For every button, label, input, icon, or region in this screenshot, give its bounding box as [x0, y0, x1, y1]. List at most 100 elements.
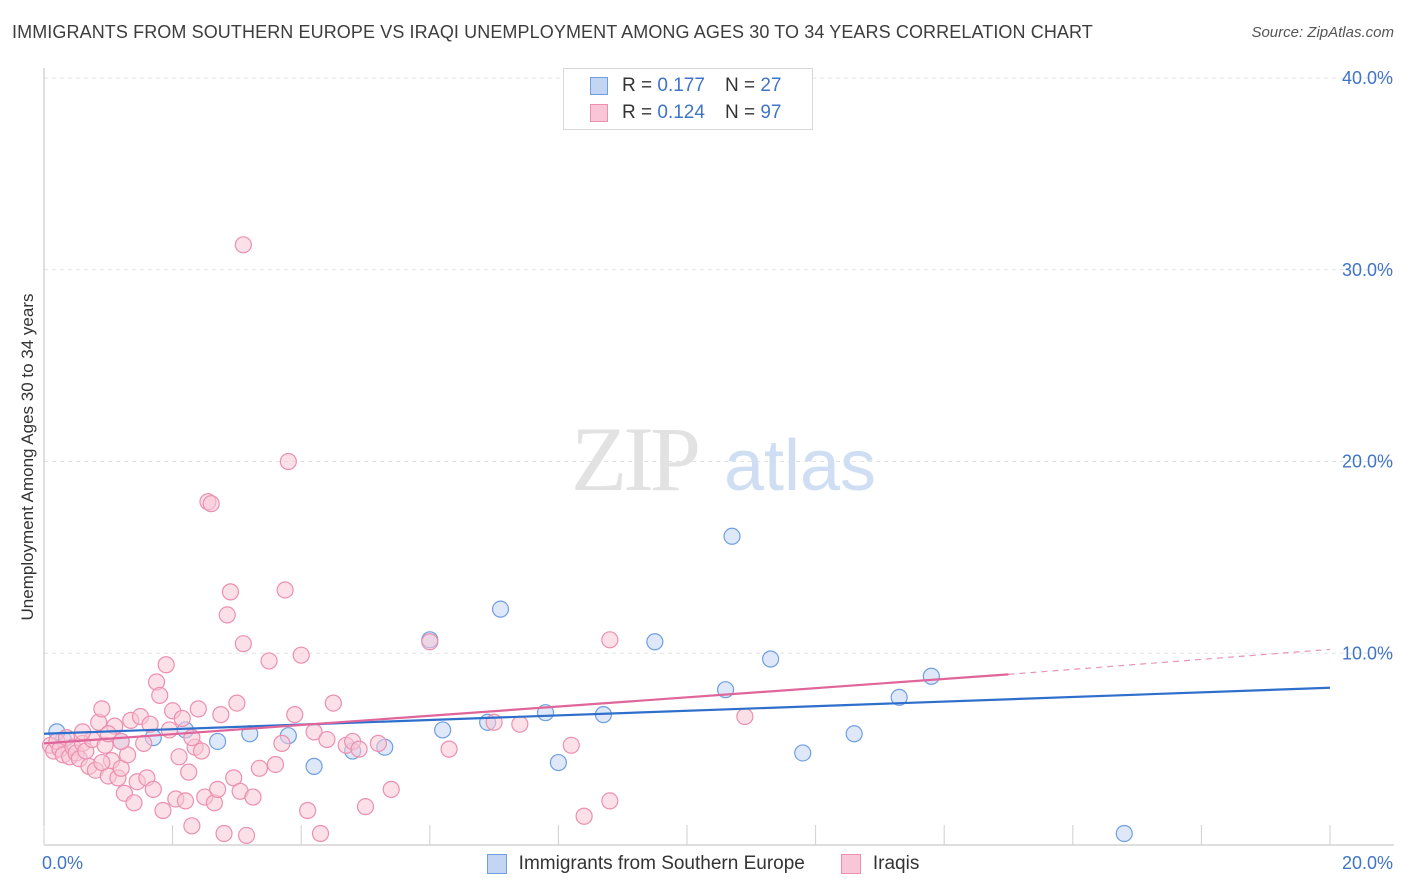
watermark: ZIP atlas — [571, 408, 876, 510]
trend-lines — [43, 648, 1331, 745]
data-point — [299, 801, 317, 820]
data-point — [93, 753, 111, 772]
data-point — [318, 730, 336, 749]
data-point — [646, 633, 664, 651]
trend-line-extension-1 — [1008, 648, 1331, 675]
data-point — [141, 715, 159, 733]
data-point — [209, 780, 227, 798]
data-point — [311, 824, 330, 843]
legend-r-value: 0.177 — [657, 75, 705, 96]
chart-title: IMMIGRANTS FROM SOUTHERN EUROPE VS IRAQI… — [12, 22, 1093, 42]
data-point — [350, 740, 368, 758]
data-point — [382, 780, 400, 798]
data-point — [601, 792, 619, 810]
trend-line-1 — [43, 673, 1009, 745]
data-point — [144, 780, 162, 798]
data-point — [176, 792, 195, 810]
data-point — [215, 824, 233, 843]
legend-swatch-blue — [486, 854, 507, 874]
data-point — [324, 694, 342, 712]
y-tick-label: 20.0% — [1342, 452, 1393, 472]
correlation-legend: R = 0.177 N = 27 R = 0.124 N = 97 — [563, 68, 813, 130]
legend-n-label: N = — [724, 75, 756, 96]
data-point — [212, 706, 230, 724]
data-point — [292, 646, 310, 664]
data-point — [922, 667, 940, 685]
legend-label-immigrants: Immigrants from Southern Europe — [518, 853, 805, 874]
data-point — [761, 650, 780, 668]
y-tick-label: 10.0% — [1342, 643, 1393, 663]
data-point — [845, 725, 863, 743]
y-tick-label: 30.0% — [1342, 260, 1393, 280]
watermark-atlas: atlas — [724, 426, 876, 506]
data-point — [221, 583, 240, 601]
data-point — [1115, 824, 1133, 843]
data-point — [125, 794, 143, 812]
source-label: Source: ZipAtlas.com — [1251, 24, 1394, 41]
series-iraqis — [41, 236, 754, 845]
legend-swatch-pink — [840, 854, 861, 874]
data-point — [218, 606, 236, 624]
legend-n-value: 27 — [760, 75, 782, 96]
data-point — [421, 633, 439, 651]
data-point — [151, 686, 169, 705]
data-point — [440, 740, 458, 758]
data-point — [237, 826, 256, 845]
legend-r-label: R = — [622, 102, 653, 123]
data-point — [794, 744, 812, 762]
data-point — [273, 734, 291, 752]
data-point — [434, 721, 452, 739]
data-point — [93, 700, 111, 718]
data-point — [173, 709, 191, 728]
data-point — [723, 527, 741, 545]
legend-item-iraqis[interactable]: Iraqis — [840, 853, 920, 875]
y-axis-label: Unemployment Among Ages 30 to 34 years — [18, 294, 37, 621]
legend-swatch-pink — [590, 104, 608, 122]
data-point — [305, 757, 323, 775]
data-point — [234, 635, 252, 653]
data-point — [286, 706, 304, 724]
legend-row-iraqis: R = 0.124 N = 97 — [590, 100, 781, 126]
watermark-zip: ZIP — [571, 408, 698, 510]
tick-labels: 10.0% 20.0% 30.0% 40.0% 0.0% 20.0% — [42, 68, 1393, 873]
data-point — [250, 759, 269, 777]
data-point — [279, 452, 297, 471]
legend-n-value: 97 — [760, 102, 782, 123]
data-point — [209, 732, 227, 751]
data-point — [135, 734, 153, 752]
data-point — [183, 817, 201, 835]
gridlines — [44, 77, 1394, 654]
legend-row-immigrants: R = 0.177 N = 27 — [590, 73, 781, 99]
data-point — [192, 742, 211, 760]
y-tick-label: 40.0% — [1342, 68, 1393, 88]
legend-n-label: N = — [724, 102, 756, 123]
series-legend: Immigrants from Southern Europe Iraqis — [0, 851, 1406, 877]
data-point — [369, 734, 387, 752]
x-tick-label: 0.0% — [42, 853, 83, 873]
data-point — [180, 763, 198, 781]
data-point — [189, 700, 207, 718]
legend-item-immigrants[interactable]: Immigrants from Southern Europe — [486, 853, 805, 875]
axes — [43, 68, 1394, 846]
data-point — [266, 755, 285, 774]
legend-swatch-blue — [590, 77, 608, 95]
data-point — [260, 652, 278, 670]
data-point — [549, 753, 568, 772]
data-point — [356, 798, 375, 816]
data-point — [234, 236, 252, 254]
x-tick-label: 20.0% — [1342, 853, 1393, 873]
legend-label-iraqis: Iraqis — [872, 853, 920, 874]
data-point — [170, 748, 188, 766]
data-point — [228, 694, 246, 712]
data-point — [202, 495, 220, 513]
data-point — [890, 688, 908, 706]
data-point — [575, 807, 593, 825]
trend-line-0 — [43, 686, 1331, 735]
data-point — [511, 715, 529, 733]
data-point — [112, 732, 130, 751]
data-point — [276, 581, 294, 599]
data-point — [244, 788, 262, 806]
data-point — [601, 631, 619, 649]
legend-r-label: R = — [622, 75, 653, 96]
